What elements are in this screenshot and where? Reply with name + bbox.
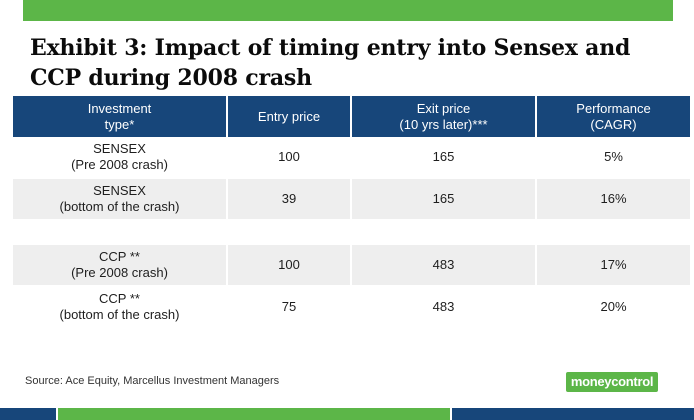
table-row: CCP ** (Pre 2008 crash) 100 483 17% xyxy=(13,245,690,287)
exhibit-title: Exhibit 3: Impact of timing entry into S… xyxy=(30,35,631,91)
table-spacer-row xyxy=(13,221,690,245)
table-row: CCP ** (bottom of the crash) 75 483 20% xyxy=(13,287,690,329)
table-row: SENSEX (Pre 2008 crash) 100 165 5% xyxy=(13,137,690,179)
cell-entry-price: 39 xyxy=(228,179,352,221)
cell-investment-type: CCP ** (Pre 2008 crash) xyxy=(13,245,228,287)
moneycontrol-logo: moneycontrol xyxy=(566,372,658,392)
bottom-strip-middle xyxy=(58,408,450,420)
comparison-table: Investment type* Entry price Exit price … xyxy=(13,96,690,329)
header-performance: Performance (CAGR) xyxy=(537,96,690,137)
cell-cagr: 16% xyxy=(537,179,690,221)
header-exit-price: Exit price (10 yrs later)*** xyxy=(352,96,537,137)
bottom-strip-left xyxy=(0,408,56,420)
cell-cagr: 5% xyxy=(537,137,690,179)
table-header-row: Investment type* Entry price Exit price … xyxy=(13,96,690,137)
cell-entry-price: 75 xyxy=(228,287,352,329)
header-investment-type: Investment type* xyxy=(13,96,228,137)
cell-investment-type: SENSEX (Pre 2008 crash) xyxy=(13,137,228,179)
cell-entry-price: 100 xyxy=(228,137,352,179)
cell-exit-price: 165 xyxy=(352,179,537,221)
cell-investment-type: SENSEX (bottom of the crash) xyxy=(13,179,228,221)
top-accent-bar xyxy=(23,0,673,21)
cell-exit-price: 483 xyxy=(352,245,537,287)
cell-cagr: 20% xyxy=(537,287,690,329)
header-entry-price: Entry price xyxy=(228,96,352,137)
cell-exit-price: 483 xyxy=(352,287,537,329)
cell-investment-type: CCP ** (bottom of the crash) xyxy=(13,287,228,329)
cell-exit-price: 165 xyxy=(352,137,537,179)
bottom-strip-right xyxy=(452,408,694,420)
cell-cagr: 17% xyxy=(537,245,690,287)
table-row: SENSEX (bottom of the crash) 39 165 16% xyxy=(13,179,690,221)
cell-entry-price: 100 xyxy=(228,245,352,287)
source-note: Source: Ace Equity, Marcellus Investment… xyxy=(25,375,280,387)
